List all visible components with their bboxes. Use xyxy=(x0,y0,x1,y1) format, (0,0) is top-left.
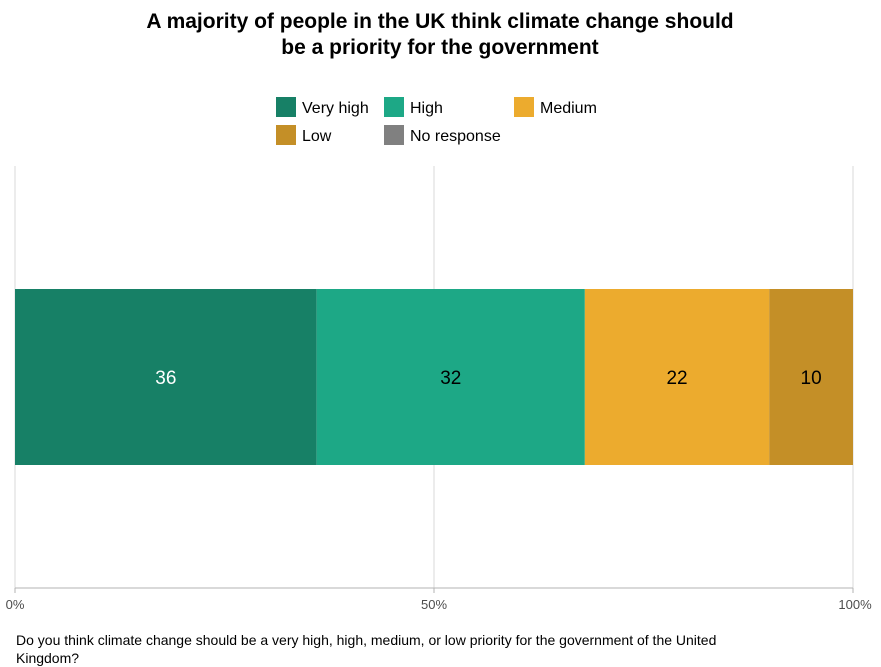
x-tick-label-0: 0% xyxy=(6,597,25,612)
data-label-low: 10 xyxy=(801,368,822,389)
bar-segment-very-high xyxy=(15,289,317,465)
data-label-medium: 22 xyxy=(666,368,687,389)
bar-segment-medium xyxy=(584,289,770,465)
legend-label-no-response: No response xyxy=(410,128,501,145)
data-label-high: 32 xyxy=(440,368,461,389)
legend-entry-no-response: No response xyxy=(384,125,501,145)
x-tick-label-100: 100% xyxy=(838,597,872,612)
legend-swatch-high xyxy=(384,97,404,117)
legend-swatch-medium xyxy=(514,97,534,117)
legend-entry-high: High xyxy=(384,97,443,117)
legend-swatch-low xyxy=(276,125,296,145)
legend-label-very-high: Very high xyxy=(302,100,369,117)
legend-label-low: Low xyxy=(302,128,332,145)
legend-swatch-no-response xyxy=(384,125,404,145)
chart-caption: Do you think climate change should be a … xyxy=(16,632,716,666)
plot-area: 36 32 22 100% 50% 100% xyxy=(6,166,872,612)
legend-label-high: High xyxy=(410,100,443,117)
data-label-very-high: 36 xyxy=(155,368,176,389)
caption-line-2: Kingdom? xyxy=(16,650,79,666)
legend-entry-medium: Medium xyxy=(514,97,597,117)
legend-entry-low: Low xyxy=(276,125,332,145)
x-tick-label-50: 50% xyxy=(421,597,447,612)
legend: Very high High Medium Low No response xyxy=(276,97,597,145)
bar-segment-high xyxy=(316,289,585,465)
caption-line-1: Do you think climate change should be a … xyxy=(16,632,716,648)
legend-label-medium: Medium xyxy=(540,100,597,117)
chart-title: A majority of people in the UK think cli… xyxy=(146,10,733,59)
bar-segment-low xyxy=(769,289,853,465)
legend-entry-very-high: Very high xyxy=(276,97,369,117)
legend-swatch-very-high xyxy=(276,97,296,117)
chart-title-line-2: be a priority for the government xyxy=(281,36,598,59)
chart-title-line-1: A majority of people in the UK think cli… xyxy=(146,10,733,33)
